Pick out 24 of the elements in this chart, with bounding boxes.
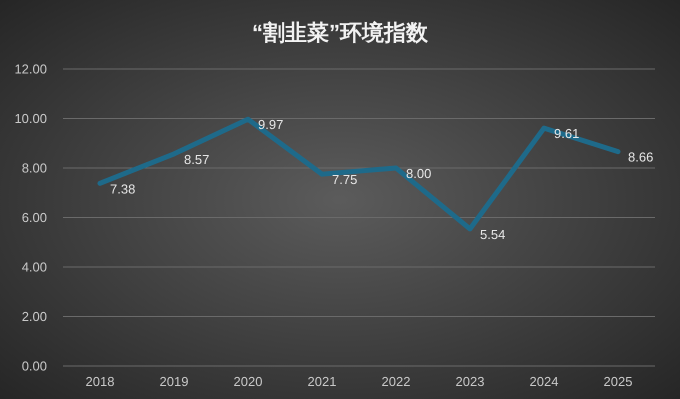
text: 8.57 <box>184 152 210 167</box>
y-tick-label: 10.00 <box>14 111 47 126</box>
text: 8.66 <box>628 150 654 165</box>
text: 9.97 <box>258 117 284 132</box>
x-tick-label: 2022 <box>382 374 410 389</box>
x-tick-label: 2020 <box>234 374 262 389</box>
x-tick-label: 2023 <box>456 374 484 389</box>
x-tick-label: 2024 <box>530 374 558 389</box>
y-tick-label: 0.00 <box>22 358 47 374</box>
y-tick-label: 2.00 <box>22 309 47 324</box>
text: 9.61 <box>554 126 580 142</box>
text: 7.75 <box>332 172 358 188</box>
y-tick-label: 8.00 <box>22 160 47 176</box>
x-tick-label: 2019 <box>160 374 188 389</box>
x-tick-label: 2018 <box>86 374 114 389</box>
y-tick-label: 4.00 <box>22 260 47 274</box>
text: 7.38 <box>110 181 136 196</box>
y-tick-label: 12.00 <box>14 62 47 76</box>
x-tick-label: 2021 <box>308 374 336 389</box>
y-tick-label: 6.00 <box>22 210 47 225</box>
text: 5.54 <box>480 226 506 242</box>
chart-title: “割韭菜”环境指数 <box>252 20 429 45</box>
text: 8.00 <box>406 166 432 181</box>
x-tick-label: 2025 <box>604 374 632 389</box>
